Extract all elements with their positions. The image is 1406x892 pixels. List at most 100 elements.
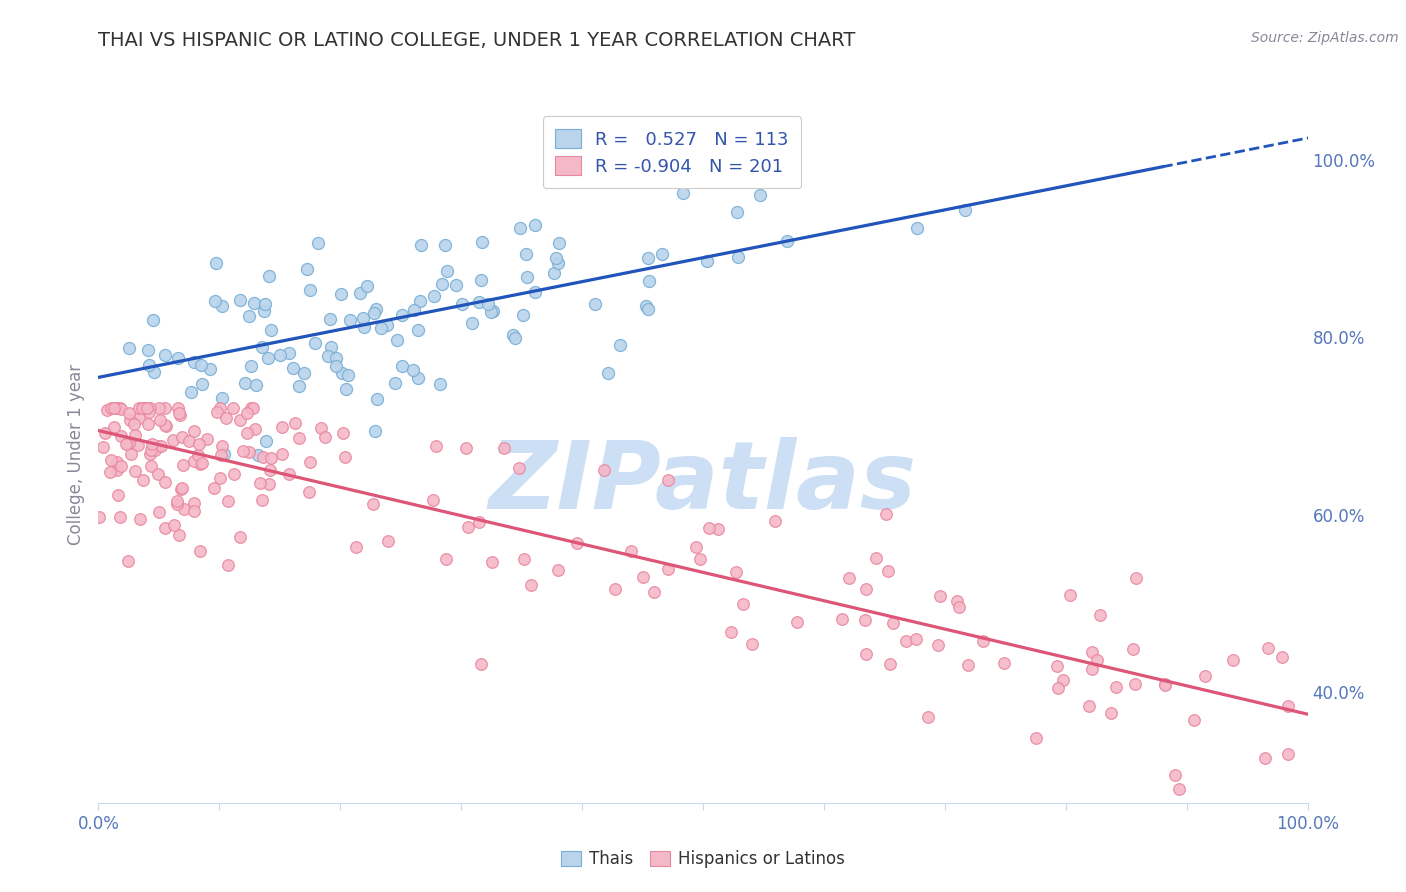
- Point: [470, 273, 492, 287]
- Point: [143, 442, 166, 457]
- Point: [153, 418, 176, 433]
- Point: [1194, 669, 1216, 683]
- Point: [385, 333, 408, 347]
- Point: [249, 475, 271, 490]
- Point: [516, 270, 538, 285]
- Point: [136, 417, 159, 431]
- Point: [741, 637, 763, 651]
- Point: [198, 362, 221, 376]
- Point: [212, 447, 235, 461]
- Point: [391, 308, 413, 322]
- Point: [1168, 782, 1191, 797]
- Point: [238, 310, 260, 324]
- Point: [202, 481, 225, 495]
- Point: [93, 440, 115, 454]
- Point: [467, 516, 489, 530]
- Point: [332, 425, 354, 440]
- Point: [548, 236, 571, 251]
- Point: [1052, 673, 1074, 687]
- Point: [132, 401, 155, 416]
- Point: [129, 512, 152, 526]
- Point: [363, 306, 385, 320]
- Point: [727, 250, 749, 264]
- Point: [148, 505, 170, 519]
- Point: [583, 297, 606, 311]
- Point: [110, 509, 132, 524]
- Point: [309, 421, 332, 435]
- Point: [1153, 677, 1175, 691]
- Point: [631, 570, 654, 584]
- Point: [520, 578, 543, 592]
- Point: [135, 401, 157, 416]
- Point: [236, 406, 259, 420]
- Point: [1059, 588, 1081, 602]
- Point: [319, 312, 342, 326]
- Point: [637, 274, 659, 288]
- Point: [107, 488, 129, 502]
- Point: [169, 409, 191, 423]
- Point: [838, 571, 860, 585]
- Point: [124, 464, 146, 478]
- Point: [257, 476, 280, 491]
- Point: [292, 366, 315, 380]
- Point: [228, 530, 250, 544]
- Point: [100, 401, 122, 416]
- Point: [786, 615, 808, 629]
- Point: [103, 401, 125, 416]
- Point: [492, 441, 515, 455]
- Point: [138, 405, 160, 419]
- Point: [325, 359, 347, 374]
- Point: [132, 473, 155, 487]
- Point: [503, 331, 526, 345]
- Point: [239, 359, 262, 374]
- Point: [651, 247, 673, 261]
- Point: [149, 440, 172, 454]
- Point: [544, 251, 567, 265]
- Point: [917, 710, 939, 724]
- Point: [166, 497, 188, 511]
- Point: [209, 448, 232, 462]
- Point: [215, 411, 238, 425]
- Point: [592, 463, 614, 477]
- Point: [609, 338, 631, 352]
- Point: [134, 401, 156, 416]
- Point: [425, 439, 447, 453]
- Point: [875, 507, 897, 521]
- Point: [188, 544, 211, 558]
- Point: [1164, 768, 1187, 782]
- Point: [657, 562, 679, 576]
- Point: [409, 238, 432, 252]
- Point: [139, 401, 162, 416]
- Point: [131, 401, 153, 416]
- Point: [461, 316, 484, 330]
- Point: [432, 277, 454, 291]
- Point: [905, 221, 928, 235]
- Point: [117, 437, 139, 451]
- Point: [250, 493, 273, 508]
- Point: [329, 287, 352, 301]
- Point: [153, 475, 176, 490]
- Point: [108, 401, 131, 416]
- Point: [271, 420, 294, 434]
- Point: [725, 205, 748, 219]
- Point: [1253, 751, 1275, 765]
- Point: [117, 554, 139, 568]
- Point: [927, 639, 949, 653]
- Point: [748, 188, 770, 202]
- Point: [242, 401, 264, 416]
- Point: [763, 515, 786, 529]
- Point: [391, 359, 413, 373]
- Point: [1046, 681, 1069, 696]
- Point: [643, 585, 665, 599]
- Point: [524, 219, 547, 233]
- Point: [1222, 653, 1244, 667]
- Point: [148, 439, 170, 453]
- Point: [620, 544, 643, 558]
- Point: [689, 552, 711, 566]
- Point: [245, 378, 267, 392]
- Point: [269, 348, 291, 362]
- Point: [481, 555, 503, 569]
- Point: [155, 521, 177, 535]
- Point: [1081, 645, 1104, 659]
- Point: [229, 413, 252, 427]
